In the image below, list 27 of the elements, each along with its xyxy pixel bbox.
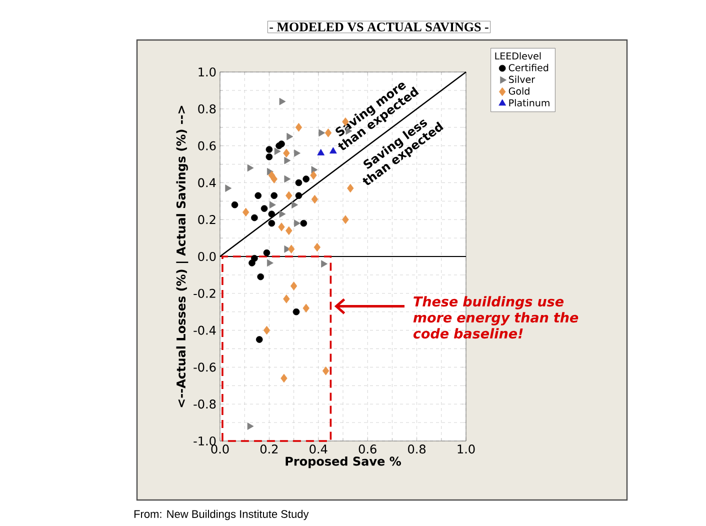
y-tick-label: -0.4 xyxy=(194,326,216,335)
x-tick-label: 0.0 xyxy=(211,444,229,454)
x-tick-label: 0.2 xyxy=(260,444,278,454)
legend-label: Gold xyxy=(508,87,530,95)
chart-title: - MODELED VS ACTUAL SAVINGS - xyxy=(270,22,488,32)
legend-label: Certified xyxy=(508,64,548,72)
y-tick-label: 0.4 xyxy=(198,178,216,188)
x-tick-label: 0.6 xyxy=(358,444,376,454)
y-tick-label: 0.0 xyxy=(198,252,216,262)
y-tick-label: -0.8 xyxy=(194,400,216,409)
annotation: These buildings use more energy than the code baseline! xyxy=(413,296,578,339)
legend-label: Platinum xyxy=(509,99,550,106)
x-tick-label: 1.0 xyxy=(458,444,475,454)
y-tick-label: 0.2 xyxy=(198,215,216,224)
y-tick-label: -0.6 xyxy=(194,362,216,372)
x-axis-title: Proposed Save % xyxy=(286,456,401,468)
text: From: New Buildings Institute Study xyxy=(134,510,309,520)
x-tick-label: 0.4 xyxy=(310,444,328,454)
y-tick-label: 0.6 xyxy=(198,141,216,150)
x-tick-label: 0.8 xyxy=(408,444,426,454)
y-tick-label: -1.0 xyxy=(194,436,216,446)
y-axis-title: <--Actual Losses (%) | Actual Savings (%) --> xyxy=(176,106,188,408)
legend-label: Silver xyxy=(508,76,536,83)
y-tick-label: 1.0 xyxy=(198,67,216,77)
y-tick-label: -0.2 xyxy=(194,288,216,298)
legend-title: LEEDlevel xyxy=(495,52,541,60)
y-tick-label: 0.8 xyxy=(198,104,216,114)
